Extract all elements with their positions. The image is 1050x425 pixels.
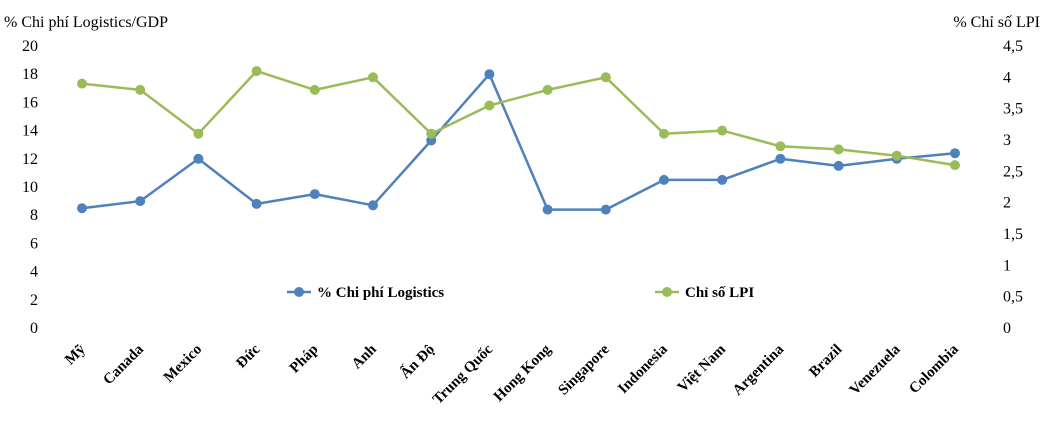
category-label: Colombia — [906, 341, 962, 397]
left-tick-label: 18 — [22, 66, 38, 83]
legend-marker-logistics — [294, 287, 304, 297]
legend: % Chi phí Logistics Chỉ số LPI — [287, 285, 754, 301]
data-point-lpi — [251, 66, 262, 77]
left-tick-label: 0 — [30, 320, 38, 337]
data-point-logistics — [193, 153, 204, 164]
left-tick-label: 4 — [30, 264, 38, 281]
data-point-lpi — [135, 84, 146, 95]
data-point-logistics — [833, 160, 844, 171]
data-point-logistics — [135, 196, 146, 207]
data-point-lpi — [484, 100, 495, 111]
data-point-logistics — [659, 174, 669, 185]
left-tick-label: 12 — [22, 151, 38, 168]
category-label: Singapore — [556, 341, 613, 398]
category-label: Mexico — [161, 342, 205, 386]
series-line-logistics — [81, 72, 956, 211]
left-tick-label: 6 — [30, 235, 38, 252]
right-tick-label: 2,5 — [1003, 163, 1023, 180]
right-tick-label: 0,5 — [1003, 289, 1023, 306]
data-point-lpi — [426, 128, 437, 139]
data-point-lpi — [309, 84, 320, 95]
legend-marker-lpi — [662, 287, 672, 297]
left-tick-label: 14 — [22, 123, 38, 140]
category-label: Argentina — [730, 341, 788, 399]
left-axis-ticks: 0 2 4 6 8 10 12 14 16 18 20 — [22, 38, 38, 337]
data-point-lpi — [717, 125, 728, 136]
data-point-lpi — [775, 141, 786, 152]
category-label: Pháp — [287, 342, 322, 377]
category-label: Brazil — [806, 342, 845, 381]
left-tick-label: 16 — [22, 94, 38, 111]
right-tick-label: 1 — [1003, 257, 1011, 274]
right-tick-label: 4,5 — [1003, 38, 1023, 55]
legend-item-lpi: Chỉ số LPI — [655, 285, 754, 301]
data-point-logistics — [251, 198, 262, 209]
right-tick-label: 0 — [1003, 320, 1011, 337]
category-label: Canada — [100, 341, 147, 388]
data-point-lpi — [600, 72, 611, 83]
category-label: Anh — [349, 341, 380, 372]
category-label: Hong Kong — [491, 341, 555, 405]
category-label: Ấn Độ — [397, 341, 438, 382]
right-tick-label: 2 — [1003, 195, 1011, 212]
data-point-lpi — [77, 78, 87, 89]
data-point-logistics — [542, 204, 553, 215]
category-label: Mỹ — [62, 341, 89, 368]
data-point-logistics — [950, 148, 960, 159]
series-line-lpi — [81, 69, 956, 167]
category-label: Venezuela — [847, 341, 904, 398]
left-tick-label: 20 — [22, 38, 38, 55]
data-point-lpi — [891, 150, 902, 161]
right-tick-label: 3,5 — [1003, 101, 1023, 118]
data-point-logistics — [484, 69, 495, 80]
data-point-lpi — [542, 84, 553, 95]
data-point-logistics — [600, 204, 611, 215]
category-label: Indonesia — [615, 341, 671, 397]
category-label: Việt Nam — [675, 341, 730, 396]
right-axis-ticks: 0 0,5 1 1,5 2 2,5 3 3,5 4 4,5 — [1003, 38, 1023, 337]
data-point-lpi — [659, 128, 669, 139]
data-point-logistics — [775, 153, 786, 164]
left-tick-label: 2 — [30, 292, 38, 309]
data-point-lpi — [193, 128, 204, 139]
series-layer — [77, 66, 960, 215]
data-point-lpi — [833, 144, 844, 155]
left-tick-label: 10 — [22, 179, 38, 196]
category-label: Đức — [233, 341, 263, 371]
right-tick-label: 1,5 — [1003, 226, 1023, 243]
data-point-lpi — [950, 160, 960, 171]
data-point-logistics — [77, 203, 87, 214]
legend-label-lpi: Chỉ số LPI — [685, 285, 754, 301]
category-label: Trung Quốc — [430, 341, 496, 407]
data-point-logistics — [717, 174, 728, 185]
left-axis-title: % Chi phí Logistics/GDP — [4, 14, 168, 31]
right-tick-label: 3 — [1003, 132, 1011, 149]
right-tick-label: 4 — [1003, 69, 1011, 86]
legend-item-logistics: % Chi phí Logistics — [287, 285, 444, 301]
data-point-lpi — [368, 72, 378, 83]
legend-label-logistics: % Chi phí Logistics — [317, 285, 444, 301]
right-axis-title: % Chỉ số LPI — [953, 14, 1040, 31]
data-point-logistics — [309, 189, 320, 200]
left-tick-label: 8 — [30, 207, 38, 224]
data-point-logistics — [368, 200, 378, 211]
